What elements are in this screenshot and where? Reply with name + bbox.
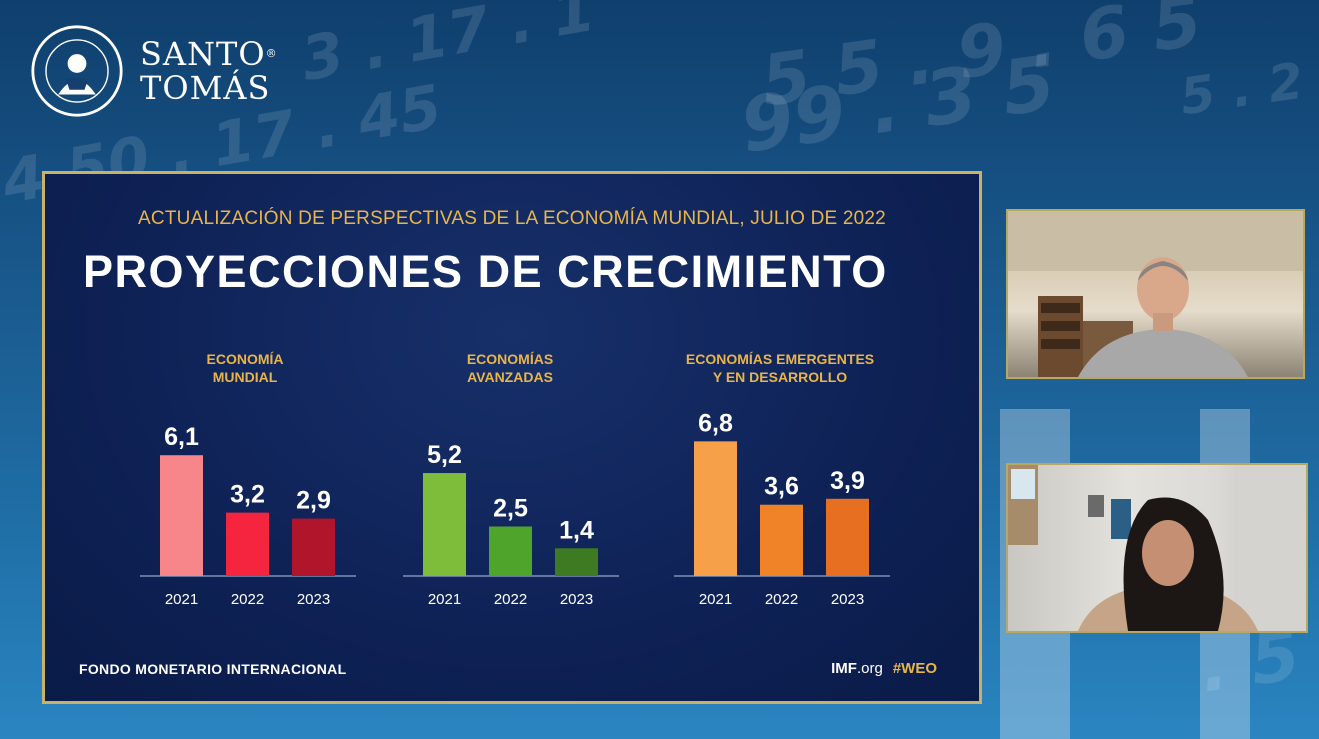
bar-2021 bbox=[160, 455, 203, 576]
bar-value-label: 6,8 bbox=[698, 409, 733, 437]
background-digits: 99 . 3 5 bbox=[735, 38, 1061, 170]
growth-bar-charts: 6,1 2021 3,2 2022 2,9 2023 5,2 2021 2,5 2022 1,4 20… bbox=[140, 409, 890, 608]
bar-value-label: 5,2 bbox=[427, 441, 462, 469]
footer-links: IMF.org #WEO bbox=[831, 660, 937, 677]
background-digits: 3 . 17 . 1 bbox=[296, 0, 600, 96]
bar-2022 bbox=[489, 526, 532, 576]
footer-org: .org bbox=[856, 660, 883, 677]
bar-value-label: 3,9 bbox=[830, 467, 865, 495]
bar-2023 bbox=[826, 498, 869, 576]
santo-tomas-logo: SANTO® TOMÁS bbox=[30, 24, 278, 118]
bar-value-label: 2,5 bbox=[493, 495, 528, 523]
chart-title-line: ECONOMÍAS EMERGENTES bbox=[685, 351, 875, 367]
x-tick-label: 2023 bbox=[297, 591, 330, 608]
x-tick-label: 2023 bbox=[831, 591, 864, 608]
footer-hashtag: #WEO bbox=[892, 660, 937, 677]
bar-2023 bbox=[555, 548, 598, 576]
bar-2022 bbox=[760, 504, 803, 576]
background-digits: 5 . 2 bbox=[1176, 51, 1307, 127]
x-tick-label: 2023 bbox=[560, 591, 593, 608]
chart-title-line: Y EN DESARROLLO bbox=[712, 369, 848, 385]
x-tick-label: 2022 bbox=[765, 591, 798, 608]
chart-title-economias-emergentes: ECONOMÍAS EMERGENTES Y EN DESARROLLO bbox=[655, 350, 905, 386]
chart-title-line: ECONOMÍA bbox=[206, 351, 284, 367]
participant-2-image bbox=[1008, 465, 1306, 631]
bar-2023 bbox=[292, 518, 335, 576]
bar-2021 bbox=[423, 473, 466, 576]
x-tick-label: 2022 bbox=[494, 591, 527, 608]
x-tick-label: 2021 bbox=[699, 591, 732, 608]
footer-source: FONDO MONETARIO INTERNACIONAL bbox=[79, 661, 347, 677]
brand-name: SANTO® TOMÁS bbox=[140, 37, 278, 105]
slide-title: PROYECCIONES DE CRECIMIENTO bbox=[83, 246, 888, 297]
registered-mark: ® bbox=[265, 47, 278, 60]
bar-2021 bbox=[694, 441, 737, 576]
chart-title-line: AVANZADAS bbox=[467, 369, 553, 385]
bar-2022 bbox=[226, 512, 269, 576]
bar-value-label: 2,9 bbox=[296, 487, 331, 515]
bar-value-label: 3,2 bbox=[230, 481, 265, 509]
chart-title-economias-avanzadas: ECONOMÍAS AVANZADAS bbox=[420, 350, 600, 386]
participant-video-1[interactable] bbox=[1006, 209, 1305, 379]
slide-subtitle: ACTUALIZACIÓN DE PERSPECTIVAS DE LA ECON… bbox=[138, 208, 886, 229]
bar-value-label: 1,4 bbox=[559, 516, 594, 544]
background-digits: 5 5 . 9 . 6 5 bbox=[756, 0, 1207, 123]
participant-1-image bbox=[1008, 211, 1303, 377]
participant-video-2[interactable] bbox=[1006, 463, 1308, 633]
chart-title-line: ECONOMÍAS bbox=[466, 351, 554, 367]
presentation-slide: ACTUALIZACIÓN DE PERSPECTIVAS DE LA ECON… bbox=[42, 171, 982, 704]
brand-line1: SANTO bbox=[140, 35, 266, 73]
bar-value-label: 6,1 bbox=[164, 423, 199, 451]
chart-title-economia-mundial: ECONOMÍA MUNDIAL bbox=[155, 350, 335, 386]
chart-title-line: MUNDIAL bbox=[212, 369, 278, 385]
x-tick-label: 2021 bbox=[428, 591, 461, 608]
bar-value-label: 3,6 bbox=[764, 473, 799, 501]
x-tick-label: 2021 bbox=[165, 591, 198, 608]
brand-line2: TOMÁS bbox=[140, 69, 271, 107]
footer-imf: IMF bbox=[831, 660, 857, 677]
seal-icon bbox=[31, 25, 123, 117]
x-tick-label: 2022 bbox=[231, 591, 264, 608]
